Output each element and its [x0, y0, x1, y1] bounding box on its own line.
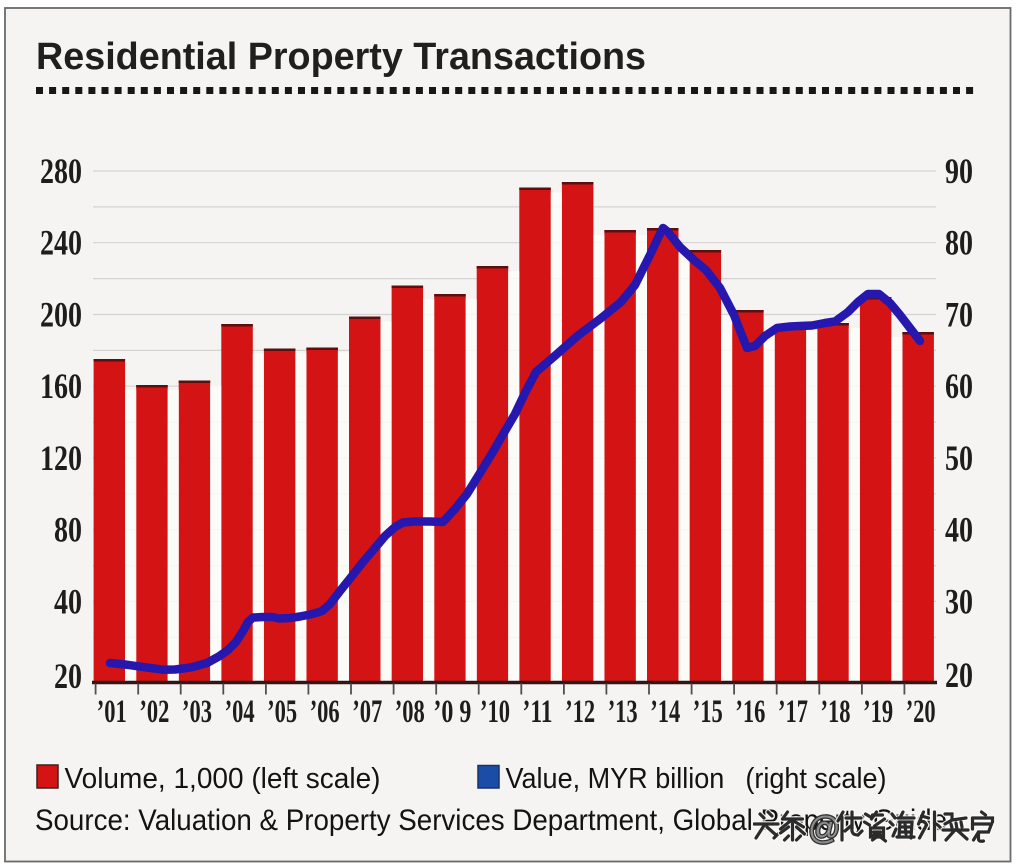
svg-text:’01: ’01 [97, 694, 127, 730]
svg-text:80: 80 [945, 223, 973, 263]
svg-text:40: 40 [54, 581, 82, 621]
svg-text:Value, MYR billion (right sca: Value, MYR billion (right scale) [506, 763, 887, 795]
svg-text:Residential Property Transacti: Residential Property Transactions [36, 36, 646, 78]
svg-text:20: 20 [54, 656, 82, 696]
svg-text:30: 30 [945, 581, 973, 621]
svg-text:20: 20 [945, 655, 973, 695]
svg-text:50: 50 [945, 438, 973, 478]
svg-text:’02: ’02 [139, 694, 169, 730]
svg-text:60: 60 [945, 366, 973, 406]
svg-text:@: @ [808, 810, 840, 846]
svg-text:’0 9: ’0 9 [433, 694, 471, 730]
svg-text:’15: ’15 [693, 694, 723, 730]
svg-text:’05: ’05 [267, 694, 297, 730]
svg-text:’10: ’10 [480, 694, 510, 730]
svg-text:Volume, 1,000 (left scale): Volume, 1,000 (left scale) [65, 763, 381, 795]
svg-text:’16: ’16 [735, 694, 765, 730]
svg-text:200: 200 [40, 295, 82, 335]
svg-text:240: 240 [40, 223, 82, 263]
svg-text:’04: ’04 [225, 694, 255, 730]
svg-text:’19: ’19 [863, 694, 893, 730]
svg-text:280: 280 [40, 151, 82, 191]
svg-text:’08: ’08 [395, 694, 425, 730]
svg-text:’07: ’07 [352, 694, 382, 730]
svg-text:40: 40 [945, 510, 973, 550]
svg-text:’18: ’18 [821, 694, 851, 730]
svg-text:’13: ’13 [608, 694, 638, 730]
svg-text:’11: ’11 [523, 694, 553, 730]
svg-text:70: 70 [945, 295, 973, 335]
svg-text:’03: ’03 [182, 694, 212, 730]
svg-text:’12: ’12 [565, 694, 595, 730]
svg-text:’06: ’06 [310, 694, 340, 730]
svg-text:’14: ’14 [650, 694, 680, 730]
svg-text:160: 160 [40, 366, 82, 406]
svg-text:’17: ’17 [778, 694, 808, 730]
svg-text:80: 80 [54, 510, 82, 550]
svg-text:120: 120 [40, 438, 82, 478]
svg-text:90: 90 [945, 151, 973, 191]
svg-text:’20: ’20 [906, 694, 936, 730]
